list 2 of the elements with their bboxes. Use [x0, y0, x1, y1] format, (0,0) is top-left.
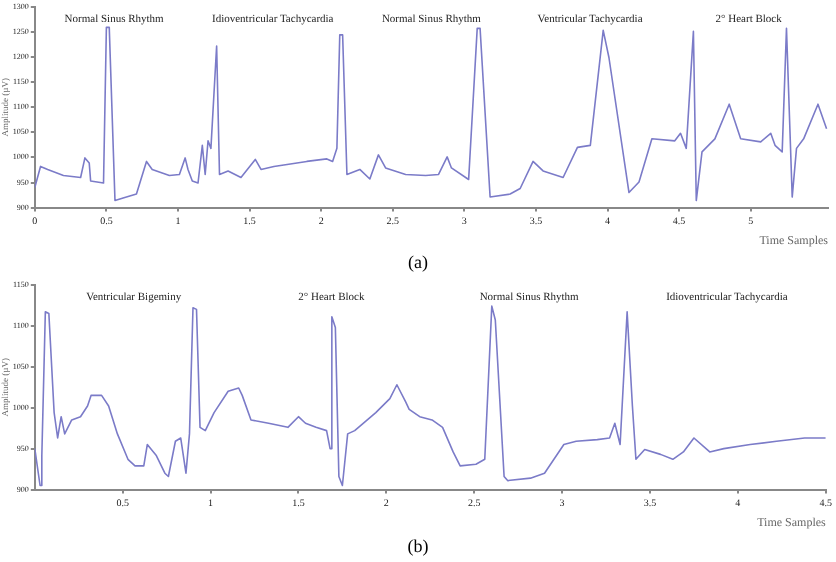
text: (b) — [405, 536, 431, 556]
text: (a) — [406, 252, 430, 272]
